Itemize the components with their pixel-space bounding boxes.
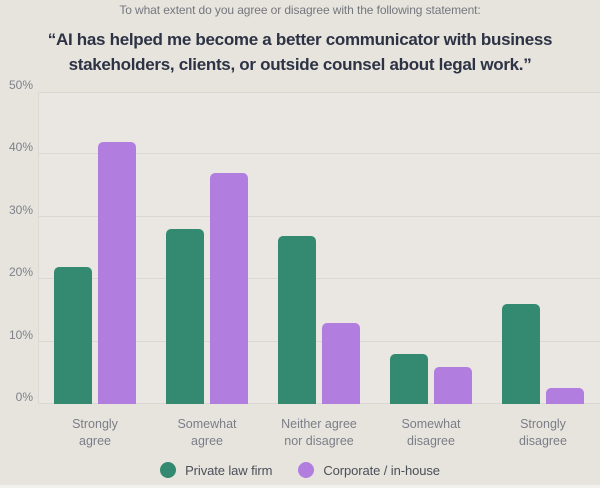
bar-somewhat-disagree-private-law-firm [390,354,428,404]
x-label-line: Somewhat [177,417,237,431]
x-label-neither-agree-nor-disagree: Neither agree nor disagree [263,416,375,450]
gridline-0 [39,403,600,404]
bar-group-strongly-agree [39,92,151,404]
x-label-line: Strongly [520,417,566,431]
bar-group-somewhat-disagree [375,92,487,404]
y-tick-label-20: 20% [8,265,33,280]
survey-prompt: To what extent do you agree or disagree … [119,3,481,17]
x-label-line: agree [191,434,223,448]
bar-group-somewhat-agree [151,92,263,404]
bar-strongly-disagree-private-law-firm [502,304,540,404]
bar-group-strongly-disagree [487,92,599,404]
bottom-edge-strip [0,485,600,488]
x-label-line: agree [79,434,111,448]
x-label-somewhat-disagree: Somewhat disagree [375,416,487,450]
y-axis: 0% 10% 20% 30% 40% 50% [0,78,33,404]
x-label-strongly-disagree: Strongly disagree [487,416,599,450]
legend-dot-icon [160,462,177,478]
y-tick-label-0: 0% [15,390,33,404]
gridline-50 [39,92,600,93]
bar-strongly-agree-private-law-firm [54,266,92,404]
y-tick-label-50: 50% [8,78,33,92]
bar-groups [39,92,599,404]
bar-somewhat-agree-private-law-firm [166,229,204,404]
chart-title: “AI has helped me become a better commun… [47,30,553,74]
x-label-strongly-agree: Strongly agree [39,416,151,450]
gridline-10 [39,340,600,342]
gridline-30 [39,215,600,217]
y-tick-label-30: 30% [8,202,33,217]
legend-label: Private law firm [185,462,273,478]
x-label-line: Somewhat [401,417,461,431]
bar-somewhat-agree-corporate-in-house [210,173,248,404]
bar-neither-agree-nor-disagree-private-law-firm [278,235,316,404]
legend: Private law firm Corporate / in-house [0,462,600,478]
x-label-line: nor disagree [284,434,354,448]
x-label-line: Strongly [72,417,118,431]
x-label-line: disagree [519,434,567,448]
bar-strongly-disagree-corporate-in-house [546,388,584,404]
y-tick-label-40: 40% [8,140,33,155]
bar-somewhat-disagree-corporate-in-house [434,366,472,404]
legend-item-private-law-firm: Private law firm [160,462,272,478]
y-tick-label-10: 10% [8,327,33,342]
bar-strongly-agree-corporate-in-house [98,141,136,404]
legend-label: Corporate / in-house [323,462,440,478]
bar-group-neither-agree-nor-disagree [263,92,375,404]
legend-dot-icon [298,462,315,478]
x-label-line: Neither agree [281,417,357,431]
x-label-line: disagree [407,434,455,448]
gridline-20 [39,278,600,280]
legend-item-corporate-in-house: Corporate / in-house [298,462,440,478]
bar-neither-agree-nor-disagree-corporate-in-house [322,322,360,404]
x-axis: Strongly agree Somewhat agree Neither agree n… [39,416,599,450]
x-label-somewhat-agree: Somewhat agree [151,416,263,450]
gridline-40 [39,153,600,155]
